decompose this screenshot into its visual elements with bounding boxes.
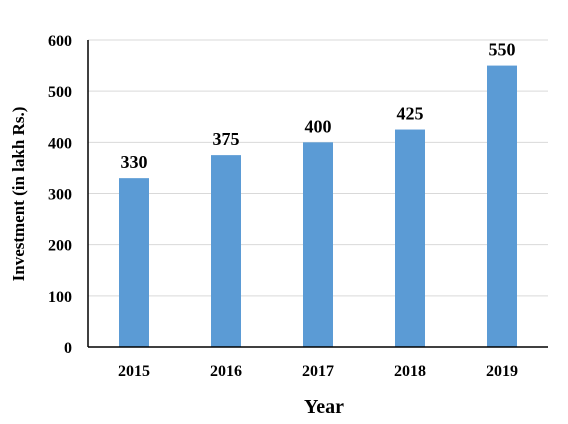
y-axis-title: Investment (in lakh Rs.) — [9, 107, 28, 282]
y-tick-label: 500 — [48, 84, 72, 101]
bar-2017 — [303, 142, 333, 347]
x-tick-label-2016: 2016 — [210, 363, 242, 380]
x-tick-label-2017: 2017 — [302, 363, 334, 380]
bars — [119, 65, 517, 347]
bar-2018 — [395, 129, 425, 347]
y-tick-label: 300 — [48, 187, 72, 204]
y-tick-label: 600 — [48, 33, 72, 50]
x-tick-label-2018: 2018 — [394, 363, 426, 380]
y-tick-label: 100 — [48, 289, 72, 306]
x-tick-label-2015: 2015 — [118, 363, 150, 380]
data-label-2015: 330 — [121, 152, 148, 172]
bar-2015 — [119, 178, 149, 347]
data-label-2019: 550 — [489, 40, 516, 60]
bar-2019 — [487, 65, 517, 347]
y-tick-label: 0 — [64, 340, 72, 357]
data-label-2016: 375 — [213, 129, 240, 149]
data-label-2017: 400 — [305, 116, 332, 136]
x-axis-title: Year — [304, 396, 344, 418]
x-tick-label-2019: 2019 — [486, 363, 518, 380]
x-tick-labels: 2015 2016 2017 2018 2019 — [118, 363, 518, 380]
y-tick-labels: 0 100 200 300 400 500 600 — [48, 33, 72, 357]
data-labels: 330 375 400 425 550 — [121, 40, 516, 173]
y-tick-label: 400 — [48, 135, 72, 152]
bar-2016 — [211, 155, 241, 347]
data-label-2018: 425 — [397, 104, 424, 124]
y-tick-label: 200 — [48, 238, 72, 255]
